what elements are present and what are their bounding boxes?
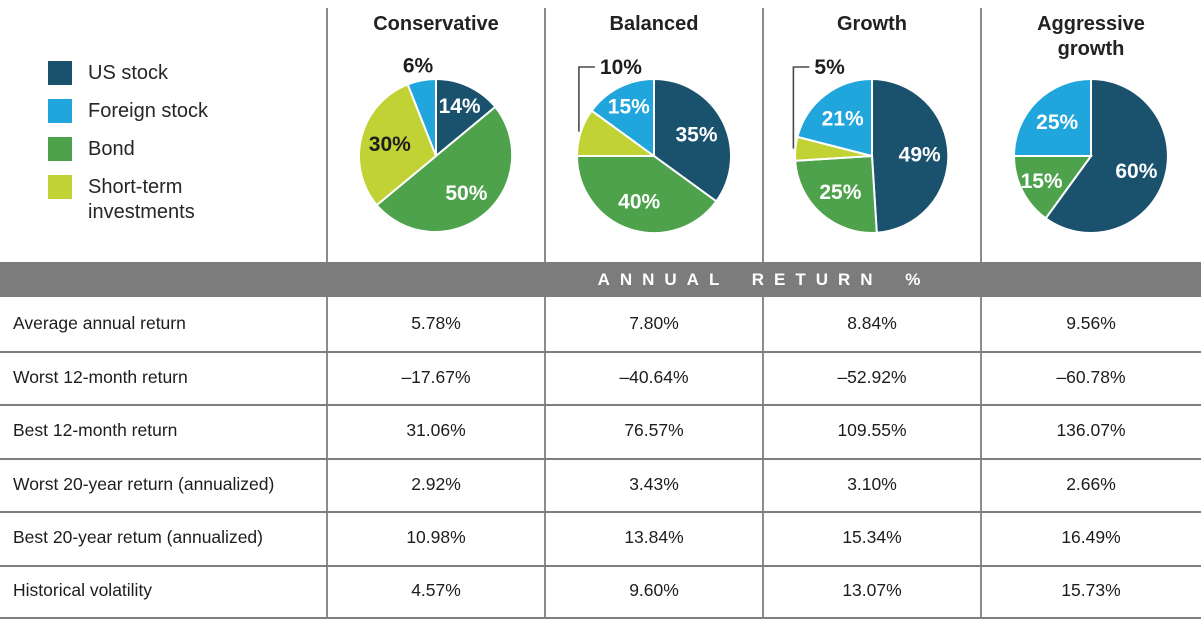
- cell-value: 7.80%: [629, 313, 679, 333]
- legend-label: Bond: [88, 138, 135, 160]
- pie-value-label: 60%: [1115, 160, 1157, 183]
- cell-value: 2.66%: [1066, 473, 1116, 494]
- cell-value: 3.10%: [847, 473, 897, 494]
- pie-value-label: 14%: [439, 95, 481, 118]
- pie-chart-conservative: 14% 50% 30% 6%: [358, 55, 514, 233]
- portfolio-header-growth: Growth: [837, 13, 907, 35]
- row-divider-line: [0, 404, 1201, 406]
- legend-swatch-short-term: [48, 175, 72, 199]
- legend-item: Bond: [48, 137, 298, 162]
- row-divider-line: [0, 511, 1201, 513]
- portfolio-header-conservative: Conservative: [373, 13, 499, 35]
- pie-slice-foreign-stock: [590, 77, 655, 158]
- row-divider-line: [0, 351, 1201, 353]
- row-label: Best 20-year retum (annualized): [13, 527, 263, 547]
- pie-slice-us-stock: [435, 77, 497, 159]
- cell-value: 3.43%: [629, 473, 679, 494]
- pie-slice-bond: [375, 105, 514, 233]
- cell-value: 2.92%: [411, 473, 461, 494]
- pie-slice-foreign-stock: [1012, 77, 1092, 157]
- cell-value: –52.92%: [837, 366, 907, 387]
- legend-label: US stock: [88, 62, 169, 84]
- legend-label: Foreign stock: [88, 100, 209, 122]
- legend-item: Short-term investments: [48, 175, 298, 225]
- cell-value: 109.55%: [837, 420, 907, 440]
- portfolio-header-aggressive-growth-text: Aggressive growth: [1037, 13, 1145, 60]
- column-divider-line: [544, 8, 546, 618]
- row-label: Historical volatility: [13, 580, 153, 600]
- cell-value: 4.57%: [411, 580, 461, 600]
- cell-value: 15.34%: [842, 527, 902, 547]
- pie-slice-bond: [575, 155, 718, 235]
- column-divider-line: [980, 8, 982, 618]
- cell-value: –40.64%: [619, 366, 689, 387]
- cell-value: 16.49%: [1061, 527, 1121, 547]
- pie-value-label: 35%: [675, 123, 717, 146]
- row-label: Worst 12-month return: [13, 366, 188, 387]
- legend-swatch-foreign-stock: [48, 99, 72, 123]
- cell-value: 76.57%: [624, 420, 684, 440]
- legend-item: US stock: [48, 61, 298, 86]
- cell-value: 9.56%: [1066, 313, 1116, 333]
- pie-value-label: 10%: [600, 56, 642, 79]
- cell-value: 13.84%: [624, 527, 684, 547]
- cell-value: 10.98%: [406, 527, 466, 547]
- legend-swatch-bond: [48, 137, 72, 161]
- row-label: Best 12-month return: [13, 420, 178, 440]
- pie-chart-growth: 49% 25% 5% 21%: [792, 56, 950, 234]
- row-label: Worst 20-year return (annualized): [13, 473, 275, 494]
- pie-value-label: 50%: [445, 182, 487, 205]
- pie-value-label: 5%: [814, 56, 845, 79]
- pie-value-label: 15%: [608, 96, 650, 119]
- row-divider-line: [0, 565, 1201, 567]
- pie-value-label: 25%: [819, 181, 861, 204]
- pie-value-label: 15%: [1021, 170, 1063, 193]
- pie-slice-us-stock: [653, 77, 733, 203]
- cell-value: 9.60%: [629, 580, 679, 600]
- annual-return-band-title: ANNUAL RETURN %: [597, 270, 931, 289]
- cell-value: 136.07%: [1056, 420, 1126, 440]
- cell-value: –17.67%: [401, 366, 471, 387]
- legend-swatch-us-stock: [48, 61, 72, 85]
- pie-value-label: 49%: [899, 144, 941, 167]
- column-divider-line: [762, 8, 764, 618]
- cell-value: –60.78%: [1056, 366, 1126, 387]
- pie-slice-us-stock: [1044, 77, 1169, 234]
- pie-value-label: 30%: [369, 133, 411, 156]
- allocation-legend: US stock Foreign stock Bond Short-term inve…: [48, 61, 298, 238]
- pie-slice-bond: [794, 154, 878, 234]
- pie-chart-aggressive-growth: 60% 15% 25%: [1012, 77, 1169, 234]
- pie-slice-us-stock: [871, 77, 950, 234]
- table-bottom-border: [0, 617, 1201, 619]
- row-label: Average annual return: [13, 313, 186, 333]
- column-divider-line: [326, 8, 328, 618]
- cell-value: 8.84%: [847, 313, 897, 333]
- annual-return-band: [0, 262, 1201, 297]
- pie-value-label: 6%: [403, 55, 434, 78]
- cell-value: 15.73%: [1061, 580, 1121, 600]
- pie-slice-foreign-stock: [796, 77, 873, 158]
- pie-value-label: 40%: [618, 190, 660, 213]
- cell-value: 13.07%: [842, 580, 902, 600]
- pie-slice-bond: [1012, 155, 1093, 220]
- legend-label: Short-term investments: [88, 176, 195, 223]
- pie-value-label: 21%: [822, 107, 864, 130]
- cell-value: 31.06%: [406, 420, 466, 440]
- cell-value: 5.78%: [411, 313, 461, 333]
- callout-line: [578, 66, 595, 132]
- legend-item: Foreign stock: [48, 99, 298, 124]
- pie-chart-balanced: 35% 40% 10% 15%: [575, 56, 733, 235]
- callout-line: [792, 66, 810, 149]
- pie-value-label: 25%: [1036, 111, 1078, 134]
- portfolio-header-aggressive-growth: Aggressive growth: [981, 12, 1201, 62]
- portfolio-header-balanced: Balanced: [609, 13, 699, 35]
- pie-slice-foreign-stock: [406, 77, 437, 157]
- row-divider-line: [0, 458, 1201, 460]
- pie-slice-short-term: [358, 83, 438, 207]
